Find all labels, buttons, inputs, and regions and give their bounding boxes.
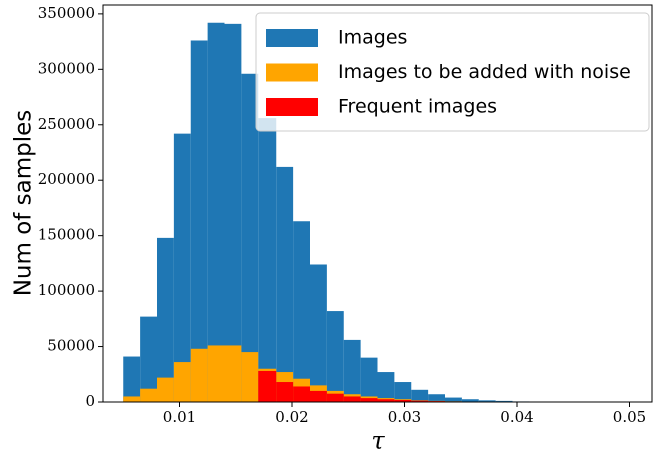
x-tick-label: 0.04 bbox=[500, 408, 533, 426]
bar bbox=[411, 400, 429, 402]
bar bbox=[343, 396, 361, 402]
bar bbox=[310, 390, 327, 402]
x-tick-label: 0.01 bbox=[163, 408, 196, 426]
x-tick-label: 0.05 bbox=[613, 408, 646, 426]
bar bbox=[293, 386, 310, 402]
x-axis-label: τ bbox=[371, 427, 385, 455]
bar bbox=[241, 352, 259, 402]
bar bbox=[495, 400, 513, 402]
bar bbox=[190, 348, 208, 402]
bar bbox=[258, 370, 277, 402]
legend-label: Images bbox=[338, 27, 407, 49]
bar bbox=[157, 237, 174, 402]
y-tick-label: 0 bbox=[85, 392, 95, 410]
bar bbox=[276, 382, 294, 402]
bar bbox=[445, 397, 462, 402]
bar bbox=[326, 311, 344, 402]
x-tick-label: 0.03 bbox=[388, 408, 421, 426]
bar bbox=[173, 362, 191, 402]
bar bbox=[461, 399, 479, 402]
bar bbox=[241, 73, 259, 403]
bar bbox=[377, 399, 395, 402]
y-tick-label: 350000 bbox=[38, 4, 95, 22]
bar bbox=[190, 40, 208, 403]
bar bbox=[157, 377, 174, 402]
y-tick-label: 250000 bbox=[38, 115, 95, 133]
bar bbox=[140, 316, 157, 402]
bar bbox=[123, 356, 141, 402]
legend-label: Frequent images bbox=[338, 96, 497, 118]
bar bbox=[140, 388, 157, 402]
bar bbox=[394, 382, 412, 402]
legend-swatch bbox=[266, 29, 318, 47]
plot-frame bbox=[102, 4, 653, 403]
legend-swatch bbox=[266, 63, 318, 82]
y-tick-label: 300000 bbox=[38, 59, 95, 77]
legend-box bbox=[255, 12, 650, 132]
x-tick-label: 0.02 bbox=[275, 408, 308, 426]
bar bbox=[377, 372, 395, 402]
y-tick-label: 200000 bbox=[38, 170, 95, 188]
bar bbox=[173, 133, 191, 402]
legend-swatch bbox=[266, 98, 318, 116]
bar bbox=[394, 400, 412, 402]
bar bbox=[326, 393, 344, 402]
y-tick-label: 150000 bbox=[38, 226, 95, 244]
legend-label: Images to be added with noise bbox=[338, 61, 631, 83]
bar bbox=[276, 166, 294, 402]
y-tick-label: 100000 bbox=[38, 281, 95, 299]
bar bbox=[360, 357, 378, 402]
y-axis-label: Num of samples bbox=[11, 110, 37, 297]
bar bbox=[360, 398, 378, 402]
bar bbox=[343, 339, 361, 402]
bar bbox=[258, 118, 277, 403]
bar bbox=[207, 345, 225, 402]
bar bbox=[293, 221, 310, 402]
bar bbox=[310, 264, 327, 402]
bar bbox=[224, 23, 242, 402]
bar bbox=[478, 400, 496, 402]
bar bbox=[411, 389, 429, 402]
bar bbox=[207, 22, 225, 403]
bar bbox=[428, 394, 445, 402]
y-tick-label: 50000 bbox=[47, 337, 95, 355]
bar bbox=[123, 396, 141, 402]
bar bbox=[224, 345, 242, 402]
